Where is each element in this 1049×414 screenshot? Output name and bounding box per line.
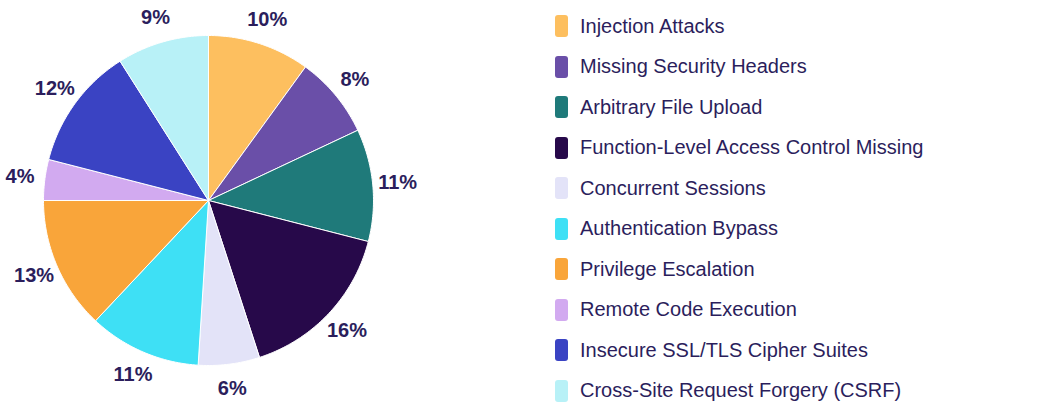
svg-text:8%: 8% [340, 68, 369, 90]
svg-text:11%: 11% [114, 363, 153, 385]
html-text:Cross-Site Request Forgery (CS: Cross-Site Request Forgery (CSRF) [580, 379, 902, 402]
svg-text:6%: 6% [218, 377, 247, 399]
svg-text:13%: 13% [14, 264, 54, 286]
html-text:Arbitrary File Upload: Arbitrary File Upload [580, 95, 763, 118]
html-text:Missing Security Headers: Missing Security Headers [580, 55, 807, 78]
html-text:Authentication Bypass: Authentication Bypass [580, 217, 778, 240]
html-text:Concurrent Sessions: Concurrent Sessions [580, 176, 766, 199]
svg-text:4%: 4% [6, 165, 35, 187]
html-text:Remote Code Execution: Remote Code Execution [580, 298, 797, 321]
html-text:Function-Level Access Control: Function-Level Access Control Missing [580, 136, 924, 159]
html-text:Injection Attacks: Injection Attacks [580, 14, 725, 37]
html-text:Privilege Escalation: Privilege Escalation [580, 257, 755, 280]
svg-text:10%: 10% [247, 8, 287, 30]
html-text:Insecure SSL/TLS Cipher Suites: Insecure SSL/TLS Cipher Suites [580, 338, 868, 361]
svg-text:12%: 12% [35, 77, 75, 99]
svg-text:11%: 11% [378, 171, 417, 193]
svg-text:16%: 16% [327, 319, 367, 341]
svg-text:9%: 9% [141, 6, 170, 28]
